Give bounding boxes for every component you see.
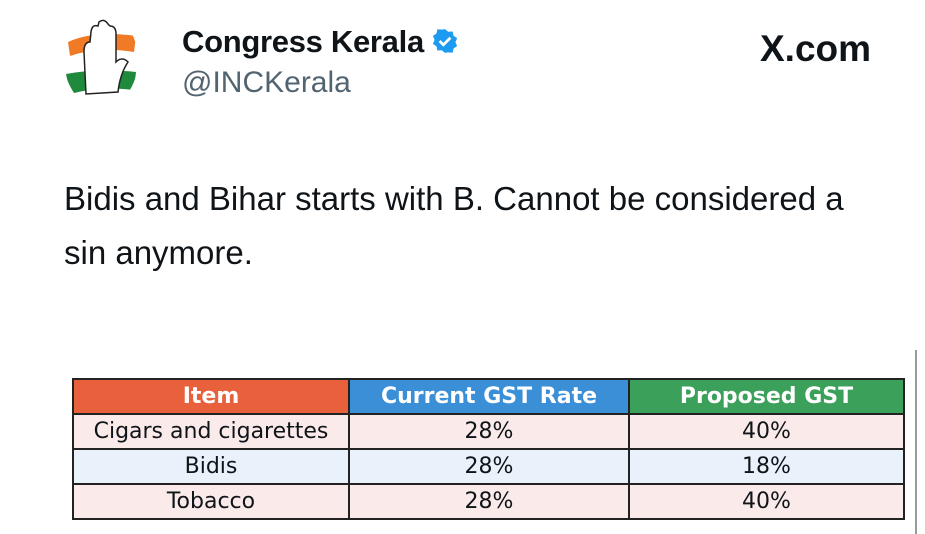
cell-current: 28% (348, 448, 630, 485)
cell-current: 28% (348, 483, 630, 520)
cell-proposed: 40% (628, 483, 905, 520)
post-text: Bidis and Bihar starts with B. Cannot be… (64, 180, 844, 271)
cell-current: 28% (348, 413, 630, 450)
table-row: Tobacco 28% 40% (72, 483, 905, 520)
x-com-logo: X.com (760, 28, 872, 69)
cell-proposed: 18% (628, 448, 905, 485)
author-handle[interactable]: @INCKerala (182, 66, 351, 99)
header-proposed-gst: Proposed GST (628, 378, 905, 415)
cell-item: Tobacco (72, 483, 350, 520)
table-row: Bidis 28% 18% (72, 448, 905, 485)
gst-table: Item Current GST Rate Proposed GST Cigar… (72, 378, 905, 520)
avatar[interactable] (64, 12, 138, 108)
cell-item: Bidis (72, 448, 350, 485)
table-row: Cigars and cigarettes 28% 40% (72, 413, 905, 450)
cell-proposed: 40% (628, 413, 905, 450)
header-current-gst: Current GST Rate (348, 378, 630, 415)
congress-hand-logo-icon (66, 19, 136, 95)
cell-item: Cigars and cigarettes (72, 413, 350, 450)
author-name[interactable]: Congress Kerala (182, 24, 458, 60)
image-edge-divider (915, 350, 917, 534)
header-item: Item (72, 378, 350, 415)
verified-badge-icon (432, 28, 458, 53)
table-header-row: Item Current GST Rate Proposed GST (72, 378, 905, 415)
